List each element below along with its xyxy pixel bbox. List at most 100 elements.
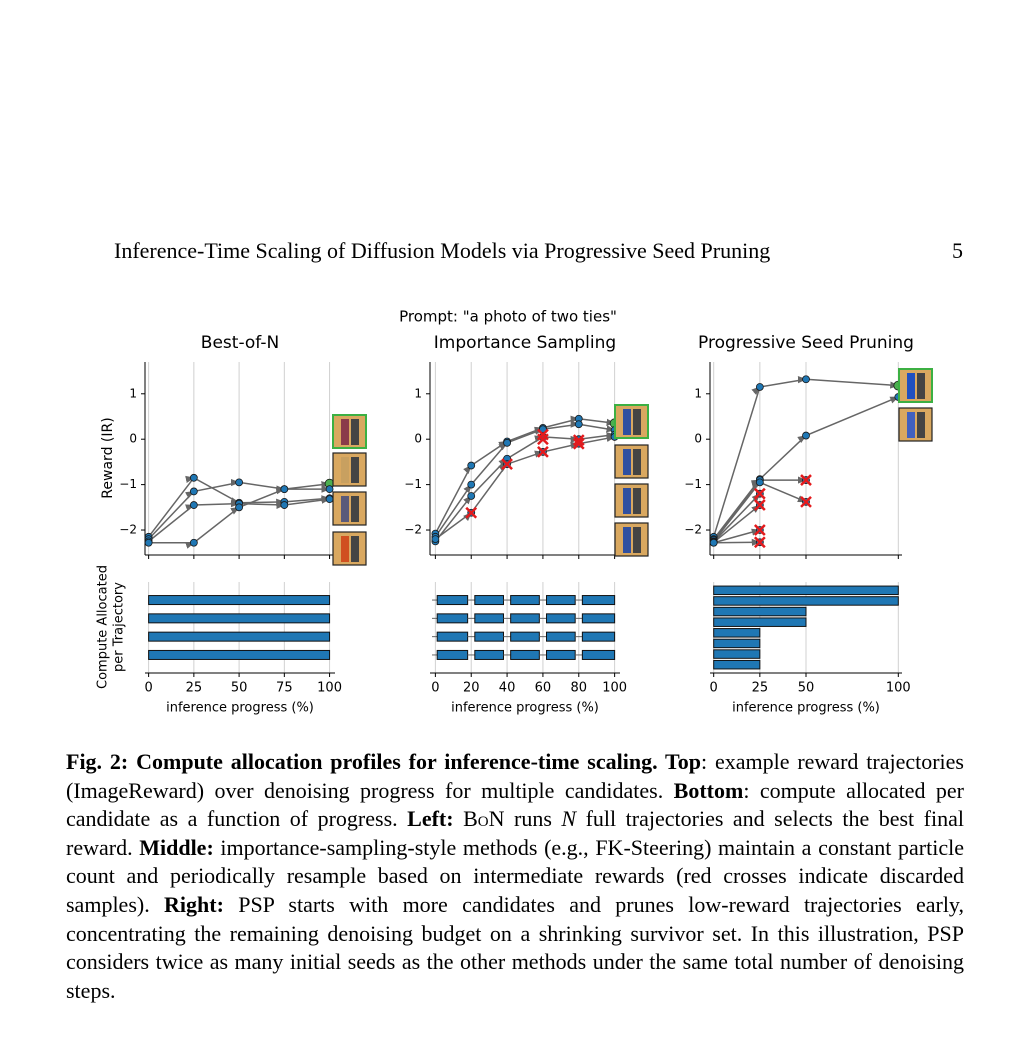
- point: [755, 383, 764, 391]
- discarded-cross: [537, 446, 549, 458]
- compute-bar: [581, 595, 616, 606]
- discarded-cross: [537, 433, 549, 446]
- thumbnail-content: [907, 412, 915, 438]
- panel-title: Best-of-N: [201, 333, 279, 353]
- compute-bar: [546, 595, 576, 606]
- x-tick-label: 60: [535, 681, 552, 696]
- thumbnail-content: [351, 536, 359, 562]
- y-axis-label: Compute Allocated: [96, 565, 111, 689]
- discarded-cross: [537, 428, 549, 441]
- page-number: 5: [952, 238, 963, 263]
- panel-title: Progressive Seed Pruning: [698, 333, 914, 353]
- panel-title: Importance Sampling: [434, 333, 616, 353]
- x-axis-label: inference progress (%): [732, 701, 880, 716]
- trajectory-line: [713, 528, 761, 544]
- y-tick-label: −2: [404, 523, 422, 537]
- discarded-cross: [753, 499, 766, 511]
- y-tick-label: 1: [414, 386, 422, 400]
- thumbnail: [614, 444, 649, 479]
- discarded-cross: [800, 474, 812, 486]
- running-title: Inference-Time Scaling of Diffusion Mode…: [114, 238, 771, 263]
- thumbnail: [332, 531, 367, 566]
- compute-bar: [713, 585, 899, 596]
- discarded-cross: [465, 506, 478, 519]
- discarded-cross: [572, 437, 585, 450]
- thumbnail-content: [351, 419, 359, 445]
- x-tick-label: 0: [144, 681, 152, 696]
- thumbnail-content: [633, 449, 641, 475]
- trajectory-line: [713, 493, 761, 543]
- compute-bar: [436, 613, 469, 624]
- y-tick-label: −1: [684, 477, 702, 491]
- compute-bar: [713, 659, 761, 670]
- caption-run: Middle:: [139, 834, 214, 860]
- compute-bar: [148, 613, 331, 624]
- point: [467, 480, 476, 489]
- thumbnail: [332, 491, 367, 526]
- caption-run: Right:: [164, 891, 224, 917]
- thumbnail: [614, 404, 649, 439]
- compute-bar: [581, 649, 616, 660]
- caption-run: Fig. 2: Compute allocation profiles for …: [66, 749, 701, 774]
- compute-bar: [713, 638, 761, 649]
- thumbnail-content: [633, 409, 641, 435]
- x-axis-label: inference progress (%): [451, 701, 599, 716]
- x-tick-label: 100: [602, 681, 627, 696]
- x-tick-label: 20: [463, 681, 480, 696]
- x-tick-label: 75: [276, 681, 293, 696]
- point: [280, 501, 289, 509]
- compute-bar: [148, 649, 331, 660]
- point: [467, 492, 476, 500]
- thumbnail: [898, 407, 933, 442]
- y-tick-label: 0: [694, 432, 702, 446]
- x-tick-label: 100: [886, 681, 911, 696]
- compute-bar: [148, 631, 331, 642]
- y-tick-label: −2: [684, 523, 702, 537]
- caption-run: PSP starts with more candidates and prun…: [66, 891, 965, 1003]
- point: [431, 535, 440, 544]
- compute-bar: [581, 631, 616, 642]
- caption-run: Bottom: [673, 777, 744, 803]
- compute-bar: [474, 595, 504, 606]
- caption-run: [454, 806, 464, 831]
- caption-run: : example reward trajectories (ImageRewa…: [66, 749, 964, 803]
- prompt: Prompt: "a photo of two ties": [399, 308, 617, 326]
- thumbnail: [614, 483, 649, 518]
- discarded-cross: [753, 487, 766, 500]
- thumbnail-content: [917, 412, 925, 438]
- compute-bar: [436, 595, 469, 606]
- x-tick-label: 50: [798, 681, 815, 696]
- thumbnail-content: [633, 488, 641, 514]
- compute-bar: [713, 606, 807, 617]
- compute-bar: [546, 613, 576, 624]
- y-tick-label: 0: [414, 432, 422, 446]
- compute-bar: [510, 613, 540, 624]
- caption: Fig. 2: Compute allocation profiles for …: [66, 748, 964, 1005]
- compute-bar: [474, 649, 504, 660]
- caption-run: BoN: [463, 806, 505, 832]
- point: [189, 538, 198, 547]
- x-tick-label: 40: [499, 681, 516, 696]
- compute-bar: [713, 628, 761, 638]
- thumbnail: [332, 414, 367, 449]
- point: [189, 473, 198, 482]
- x-axis-label: inference progress (%): [166, 701, 314, 716]
- compute-bar: [474, 613, 504, 624]
- discarded-cross: [800, 495, 812, 508]
- x-tick-label: 50: [231, 681, 248, 696]
- caption-run: importance-sampling-style methods (e.g.,…: [66, 834, 964, 917]
- y-tick-label: −1: [404, 477, 422, 491]
- point: [503, 438, 511, 447]
- thumbnail-content: [623, 449, 631, 475]
- discarded-cross: [753, 524, 766, 536]
- y-tick-label: 1: [129, 386, 137, 400]
- compute-bar: [510, 631, 540, 642]
- compute-bar: [436, 631, 469, 642]
- thumbnail-content: [623, 527, 631, 553]
- thumbnail-content: [341, 457, 349, 483]
- x-tick-label: 80: [571, 681, 588, 696]
- point: [467, 461, 476, 470]
- point: [280, 485, 289, 494]
- y-axis-label: per Trajectory: [112, 582, 127, 672]
- point: [539, 425, 547, 434]
